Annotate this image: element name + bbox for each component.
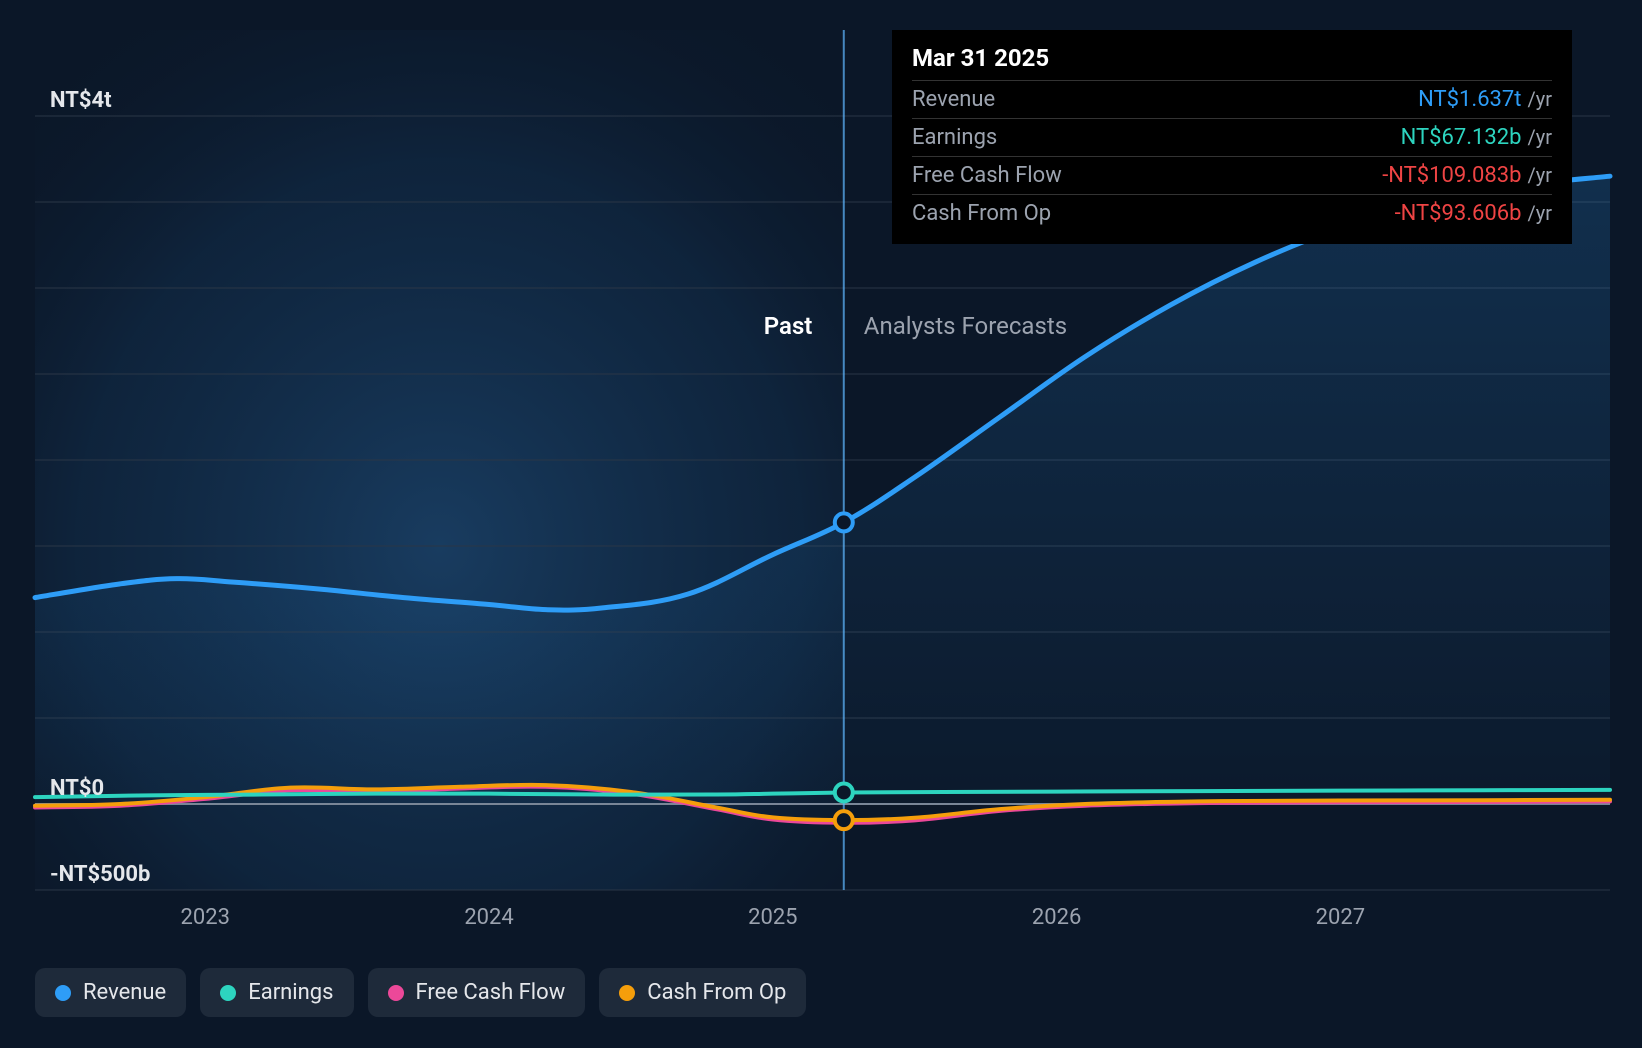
legend-item-revenue[interactable]: Revenue <box>35 968 186 1017</box>
tooltip-row: Free Cash Flow -NT$109.083b/yr <box>912 156 1552 194</box>
tooltip-date: Mar 31 2025 <box>912 44 1552 80</box>
legend-item-label: Cash From Op <box>647 980 786 1005</box>
legend-item-label: Earnings <box>248 980 333 1005</box>
legend-item-fcf[interactable]: Free Cash Flow <box>368 968 586 1017</box>
legend-item-label: Revenue <box>83 980 166 1005</box>
tooltip-row-value: NT$67.132b <box>1401 125 1522 150</box>
hover-tooltip: Mar 31 2025 Revenue NT$1.637t/yr Earnings N… <box>892 30 1572 244</box>
tooltip-row-unit: /yr <box>1528 87 1553 111</box>
tooltip-row-value-wrap: NT$1.637t/yr <box>1418 87 1552 112</box>
tooltip-row-unit: /yr <box>1528 163 1553 187</box>
financial-chart: NT$4t NT$0 -NT$500b 2023 2024 2025 2026 2027 P… <box>0 0 1642 1048</box>
y-axis-label: -NT$500b <box>50 862 150 887</box>
legend-dot-icon <box>619 985 635 1001</box>
y-axis-label: NT$0 <box>50 776 104 801</box>
tooltip-row-label: Cash From Op <box>912 201 1051 226</box>
tooltip-row-value: NT$1.637t <box>1418 87 1521 112</box>
hover-marker-earnings <box>835 783 853 801</box>
legend-dot-icon <box>388 985 404 1001</box>
hover-marker-cfo <box>835 811 853 829</box>
tooltip-row-value-wrap: NT$67.132b/yr <box>1401 125 1552 150</box>
x-axis-label: 2023 <box>181 905 230 930</box>
tooltip-row-unit: /yr <box>1528 201 1553 225</box>
legend-item-cfo[interactable]: Cash From Op <box>599 968 806 1017</box>
hover-marker-revenue <box>835 513 853 531</box>
tooltip-row-unit: /yr <box>1528 125 1553 149</box>
legend-dot-icon <box>55 985 71 1001</box>
x-axis-label: 2024 <box>464 905 513 930</box>
tooltip-row-value-wrap: -NT$93.606b/yr <box>1395 201 1552 226</box>
x-axis-label: 2027 <box>1316 905 1365 930</box>
tooltip-row-value: -NT$93.606b <box>1395 201 1522 226</box>
x-axis-label: 2026 <box>1032 905 1081 930</box>
x-axis-label: 2025 <box>748 905 797 930</box>
legend-item-label: Free Cash Flow <box>416 980 566 1005</box>
region-label-past: Past <box>764 312 813 340</box>
tooltip-row: Earnings NT$67.132b/yr <box>912 118 1552 156</box>
tooltip-row-value-wrap: -NT$109.083b/yr <box>1382 163 1552 188</box>
region-label-forecast: Analysts Forecasts <box>864 312 1067 340</box>
tooltip-row-value: -NT$109.083b <box>1382 163 1521 188</box>
tooltip-row-label: Free Cash Flow <box>912 163 1062 188</box>
tooltip-row: Revenue NT$1.637t/yr <box>912 80 1552 118</box>
tooltip-row-label: Earnings <box>912 125 997 150</box>
legend-dot-icon <box>220 985 236 1001</box>
legend-item-earnings[interactable]: Earnings <box>200 968 353 1017</box>
legend: Revenue Earnings Free Cash Flow Cash From O… <box>35 968 806 1017</box>
y-axis-label: NT$4t <box>50 88 112 113</box>
tooltip-row-label: Revenue <box>912 87 995 112</box>
tooltip-row: Cash From Op -NT$93.606b/yr <box>912 194 1552 232</box>
